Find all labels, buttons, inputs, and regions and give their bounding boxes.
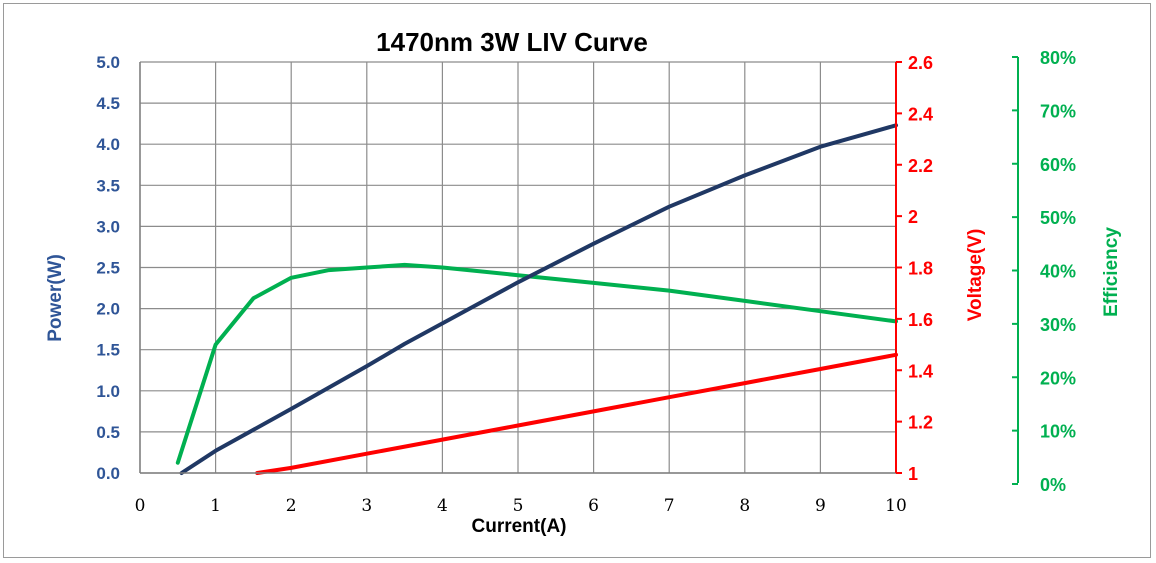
x-tick-label: 7 [664,496,675,516]
power-axis-label: Power(W) [45,254,66,342]
power-tick-label: 4.0 [96,135,120,154]
efficiency-tick-label: 0% [1040,475,1066,495]
x-tick-label: 8 [739,496,750,516]
grid [139,61,897,474]
voltage-tick-label: 2 [908,207,918,227]
efficiency-tick-label: 70% [1040,101,1076,121]
voltage-tick-label: 1.4 [908,361,933,381]
voltage-tick-label: 1.6 [908,310,933,330]
power-tick-label: 3.0 [96,217,120,236]
efficiency-tick-label: 20% [1040,368,1076,388]
power-tick-label: 1.5 [96,341,120,360]
efficiency-tick-label: 10% [1040,422,1076,442]
voltage-tick-label: 2.4 [908,104,933,124]
power-tick-label: 5.0 [96,53,120,72]
efficiency-series-line [175,262,898,465]
axes [139,56,1019,485]
efficiency-tick-label: 50% [1040,208,1076,228]
voltage-tick-label: 1 [908,464,918,484]
power-series-line [179,123,898,475]
efficiency-tick-label: 30% [1040,315,1076,335]
efficiency-tick-label: 60% [1040,155,1076,175]
power-tick-label: 3.5 [96,176,120,195]
efficiency-tick-label: 40% [1040,262,1076,282]
power-tick-label: 0.5 [96,423,120,442]
power-tick-label: 4.5 [96,94,120,113]
x-tick-label: 1 [210,496,221,516]
power-tick-label: 2.5 [96,259,120,278]
voltage-tick-label: 2.6 [908,53,933,73]
power-tick-label: 2.0 [96,300,120,319]
series-group [175,123,898,475]
x-tick-label: 9 [815,496,826,516]
power-tick-label: 1.0 [96,382,120,401]
x-axis-label: Current(A) [472,516,567,537]
x-tick-label: 10 [885,496,907,516]
chart-title: 1470nm 3W LIV Curve [376,27,648,57]
x-tick-label: 6 [588,496,599,516]
voltage-tick-label: 1.8 [908,259,933,279]
efficiency-tick-label: 80% [1040,48,1076,68]
voltage-tick-label: 2.2 [908,156,933,176]
tick-labels: 0.0 0.5 1.0 1.5 2.0 2.5 3.0 3.5 4.0 4.5 5.0 0 1 2 3 4 5 6… [96,48,1076,516]
x-tick-label: 4 [437,496,448,516]
x-tick-label: 3 [361,496,372,516]
voltage-tick-label: 1.2 [908,413,933,433]
power-tick-label: 0.0 [96,464,120,483]
x-tick-label: 0 [135,496,146,516]
efficiency-axis-label: Efficiency [1101,227,1122,317]
x-tick-label: 5 [513,496,524,516]
voltage-series-line [255,352,898,475]
x-tick-label: 2 [286,496,297,516]
voltage-axis-label: Voltage(V) [965,229,986,322]
